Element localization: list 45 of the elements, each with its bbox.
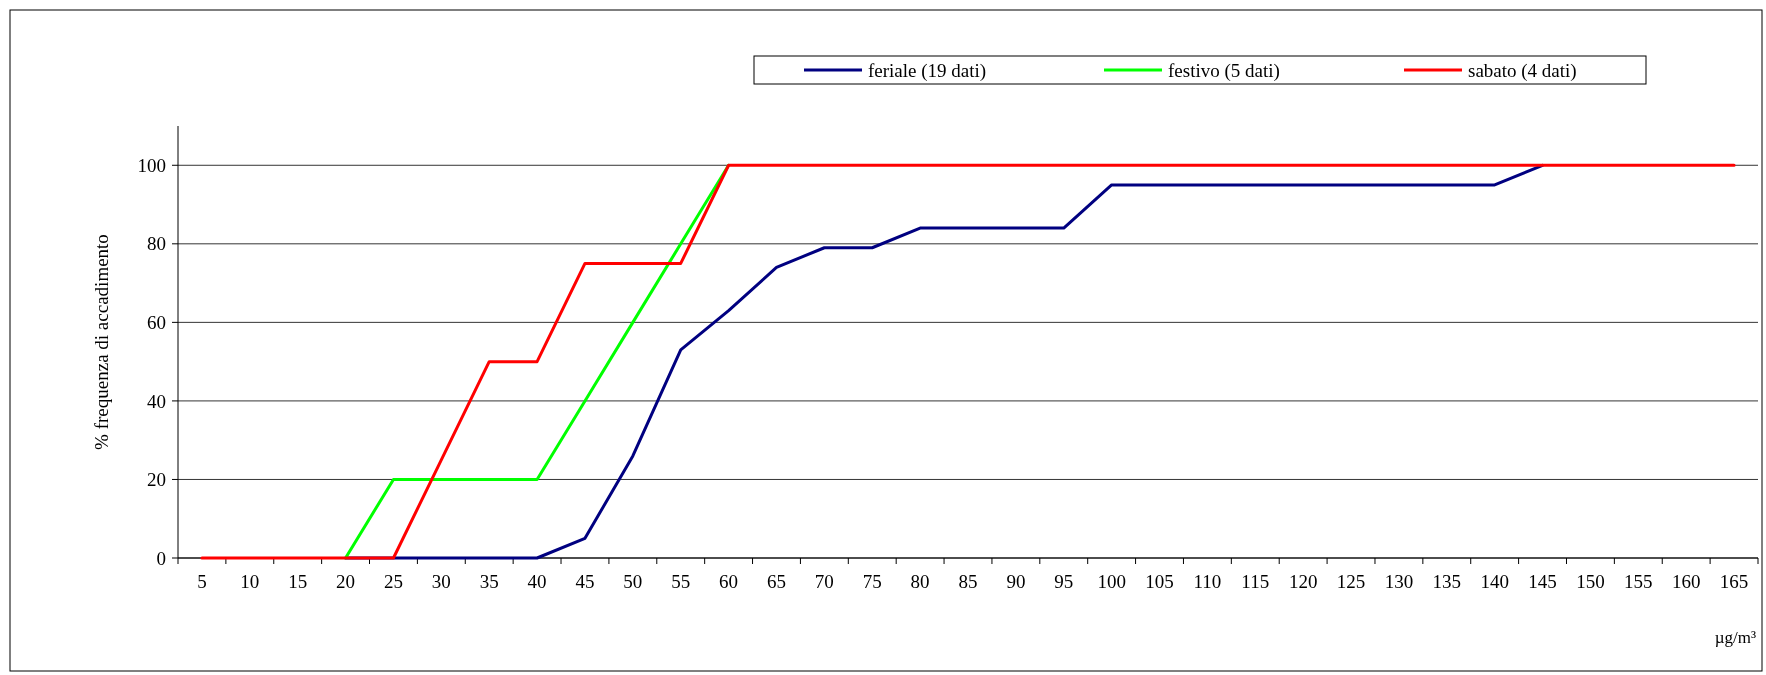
x-tick-label: 100: [1097, 571, 1126, 592]
x-tick-label: 120: [1288, 571, 1318, 592]
x-tick-label: 165: [1719, 571, 1749, 592]
x-tick-label: 50: [623, 571, 643, 592]
x-tick-label: 150: [1576, 571, 1605, 592]
x-tick-label: 55: [671, 571, 691, 592]
x-tick-label: 70: [814, 571, 834, 592]
x-tick-label: 160: [1671, 571, 1701, 592]
y-tick-label: 100: [137, 154, 166, 176]
x-tick-label: 15: [288, 571, 308, 592]
x-tick-label: 130: [1384, 571, 1414, 592]
x-tick-label: 35: [479, 571, 499, 592]
x-tick-label: 20: [336, 571, 356, 592]
x-tick-label: 125: [1336, 571, 1366, 592]
y-tick-label: 20: [147, 469, 166, 491]
x-tick-label: 75: [862, 571, 882, 592]
legend-label: festivo (5 dati): [1168, 59, 1280, 82]
y-tick-label: 0: [156, 547, 166, 569]
x-tick-label: 115: [1241, 571, 1270, 592]
x-tick-label: 25: [383, 571, 403, 592]
x-tick-label: 140: [1480, 571, 1509, 592]
x-tick-label: 135: [1432, 571, 1462, 592]
x-tick-label: 30: [431, 571, 451, 592]
legend-label: feriale (19 dati): [868, 59, 987, 82]
x-axis-title: µg/m³: [1714, 628, 1756, 647]
legend-label: sabato (4 dati): [1468, 59, 1577, 82]
y-axis-title: % frequenza di accadimento: [91, 234, 112, 450]
x-tick-label: 40: [527, 571, 547, 592]
x-tick-label: 60: [719, 571, 739, 592]
y-tick-label: 40: [147, 390, 166, 412]
x-tick-label: 155: [1624, 571, 1653, 592]
x-tick-label: 45: [575, 571, 595, 592]
line-series: [200, 163, 1736, 560]
x-tick-label: 90: [1006, 571, 1026, 592]
x-tick-label: 95: [1054, 571, 1074, 592]
x-tick-label: 80: [910, 571, 930, 592]
x-tick-label: 110: [1193, 571, 1222, 592]
x-tick-label: 5: [197, 571, 207, 592]
x-tick-label: 145: [1528, 571, 1557, 592]
x-tick-label: 85: [958, 571, 978, 592]
x-tick-label: 10: [240, 571, 260, 592]
x-tick-label: 65: [766, 571, 786, 592]
y-tick-label: 60: [147, 312, 166, 334]
x-tick-label: 105: [1145, 571, 1174, 592]
y-tick-label: 80: [147, 233, 166, 255]
